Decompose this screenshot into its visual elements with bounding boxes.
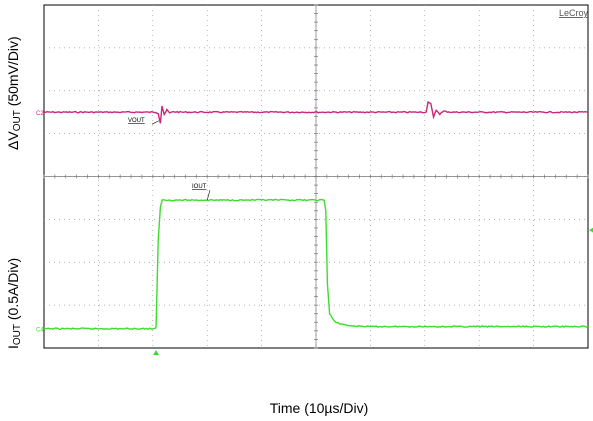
y-axis-label-current: IOUT (0.5A/Div) [5,257,23,349]
trace-labels: C2 VOUT C4 IOUT [36,111,593,355]
x-axis-label: Time (10µs/Div) [269,400,369,416]
brand-logo: LeCroy [559,8,589,18]
trace-vout [43,100,589,124]
trace-leader-iout [206,190,211,201]
trace-label-iout: IOUT [192,184,207,190]
trace-label-vout: VOUT [128,118,145,124]
trigger-level-marker [589,227,593,233]
channel-marker: C4 [36,328,44,334]
traces [43,100,589,331]
trace-iout [43,198,589,331]
y-axis-label-voltage: ΔVOUT (50mV/Div) [5,36,23,150]
trace-leader-vout [151,120,159,125]
graticule [43,4,589,349]
trigger-marker [153,350,160,355]
channel-marker: C2 [36,111,44,117]
